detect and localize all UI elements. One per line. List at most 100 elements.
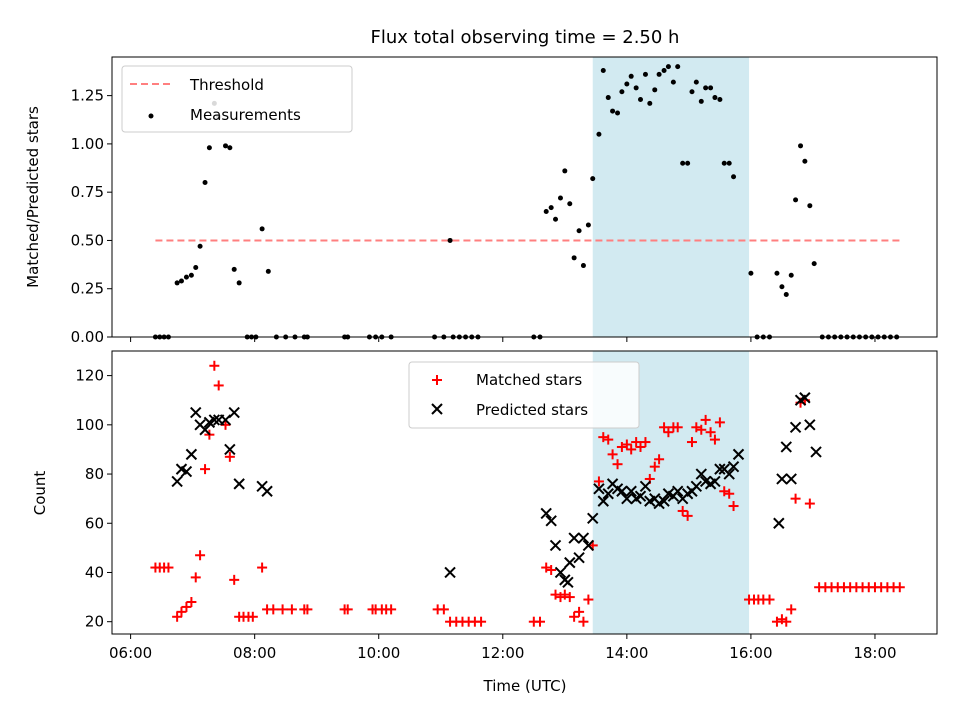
matched-star-point <box>696 424 707 435</box>
legend-measurements-label: Measurements <box>190 106 301 124</box>
measurement-point <box>600 68 606 74</box>
measurement-point <box>590 176 596 182</box>
top-measurement-points <box>152 64 900 340</box>
predicted-star-point <box>185 448 198 461</box>
x-tick-label: 10:00 <box>357 644 400 662</box>
predicted-star-point <box>549 539 562 552</box>
matched-star-point <box>438 604 449 615</box>
predicted-star-point <box>180 465 193 478</box>
predicted-star-point <box>587 512 599 525</box>
matched-star-point <box>163 562 174 573</box>
measurement-point <box>265 268 271 274</box>
measurement-point <box>693 79 699 85</box>
measurement-point <box>188 272 194 278</box>
matched-star-point <box>659 422 670 433</box>
matched-star-point <box>709 434 720 445</box>
matched-star-point <box>764 594 775 605</box>
measurement-point <box>726 160 732 166</box>
matched-star-point <box>649 461 660 472</box>
top-y-ticks: 0.00 0.25 0.50 0.75 1.00 1.25 <box>71 87 112 346</box>
matched-star-point <box>894 582 905 593</box>
bottom-y-tick-label: 80 <box>85 465 104 483</box>
matched-star-point <box>728 501 739 512</box>
top-y-tick-label: 0.75 <box>71 183 104 201</box>
matched-star-point <box>190 572 201 583</box>
measurement-point <box>748 270 754 276</box>
measurement-point <box>567 201 573 207</box>
matched-star-point <box>635 441 646 452</box>
matched-star-point <box>535 616 546 627</box>
matched-star-point <box>213 380 224 391</box>
top-y-axis-label: Matched/Predicted stars <box>24 106 42 288</box>
predicted-star-point <box>208 414 221 426</box>
matched-star-point <box>268 604 279 615</box>
top-y-tick-label: 1.00 <box>71 135 104 153</box>
matched-star-point <box>612 459 623 470</box>
bottom-count-points <box>150 360 905 627</box>
chart-title: Flux total observing time = 2.50 h <box>371 27 680 48</box>
predicted-star-point <box>444 566 456 579</box>
measurement-point <box>183 274 189 280</box>
measurement-point <box>585 222 591 228</box>
matched-star-point <box>583 594 594 605</box>
matched-star-point <box>672 422 683 433</box>
predicted-star-point <box>789 421 802 433</box>
matched-star-point <box>200 464 211 475</box>
matched-star-point <box>574 606 585 617</box>
measurement-point <box>553 216 559 222</box>
measurement-point <box>685 160 691 166</box>
measurement-point <box>731 174 737 180</box>
predicted-star-point <box>545 515 557 527</box>
measurement-point <box>647 100 653 106</box>
predicted-star-point <box>597 495 609 507</box>
measurement-point <box>708 85 714 91</box>
predicted-star-point <box>171 475 183 488</box>
x-tick-label: 14:00 <box>605 644 648 662</box>
matched-star-point <box>220 419 231 430</box>
x-tick-label: 18:00 <box>853 644 896 662</box>
measurement-point <box>811 261 817 267</box>
matched-star-point <box>302 604 313 615</box>
matched-star-point <box>654 454 665 465</box>
predicted-star-point <box>568 532 580 544</box>
measurement-point <box>596 131 602 137</box>
x-axis-label: Time (UTC) <box>483 677 567 695</box>
predicted-star-point <box>810 446 822 458</box>
predicted-star-point <box>577 532 590 544</box>
measurement-point <box>624 81 630 87</box>
predicted-star-point <box>224 443 236 456</box>
measurement-point <box>774 270 780 276</box>
top-x-ticks <box>130 337 876 342</box>
predicted-star-point <box>773 517 785 529</box>
matched-star-point <box>593 476 604 487</box>
measurement-point <box>202 180 208 186</box>
matched-star-point <box>714 417 725 428</box>
legend-matched-label: Matched stars <box>476 371 582 389</box>
top-panel: Flux total observing time = 2.50 h 0.000… <box>24 27 938 346</box>
measurement-point <box>721 160 727 166</box>
measurement-point <box>543 208 549 214</box>
bottom-y-axis-label: Count <box>31 471 49 516</box>
bottom-y-tick-label: 60 <box>85 514 104 532</box>
measurement-point <box>788 272 794 278</box>
matched-star-point <box>342 604 353 615</box>
bottom-y-tick-label: 40 <box>85 563 104 581</box>
legend-predicted-swatch <box>431 403 443 415</box>
measurement-point <box>178 278 184 284</box>
top-axes-frame <box>111 56 938 338</box>
predicted-star-point <box>233 478 245 490</box>
predicted-star-point <box>639 480 652 493</box>
predicted-star-point <box>727 460 740 473</box>
matched-star-point <box>546 565 557 576</box>
predicted-star-point <box>616 485 628 497</box>
predicted-star-point <box>554 566 567 579</box>
matched-star-point <box>621 439 632 450</box>
matched-star-point <box>578 616 589 627</box>
measurement-point <box>689 89 695 95</box>
matched-star-point <box>663 427 674 438</box>
predicted-star-point <box>564 556 576 569</box>
matched-star-point <box>686 437 697 448</box>
measurement-point <box>633 85 639 91</box>
bottom-y-ticks: 20 40 60 80 100 120 <box>75 367 112 631</box>
